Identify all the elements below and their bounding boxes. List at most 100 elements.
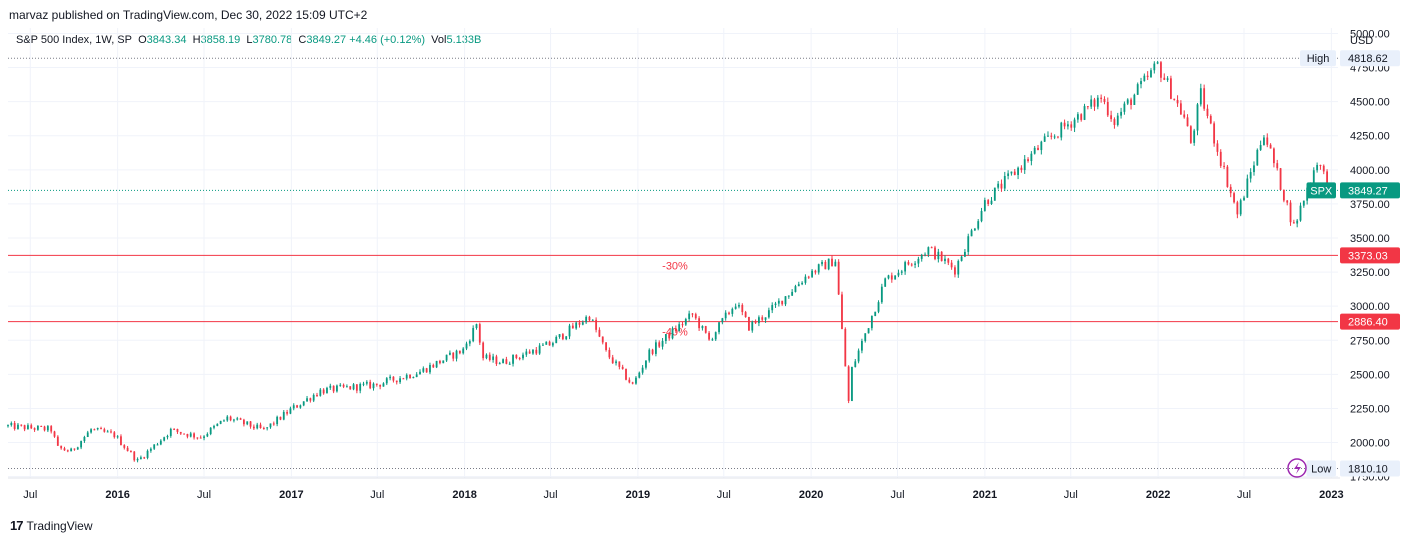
candle-body <box>651 349 654 354</box>
candle-body <box>465 343 468 349</box>
candle-body <box>203 436 205 439</box>
candle-body <box>1050 135 1053 137</box>
candle-body <box>1196 104 1199 131</box>
level-tag-box <box>1340 247 1400 264</box>
candle-body <box>332 385 335 392</box>
candle-body <box>266 427 269 429</box>
candle-body <box>169 428 172 436</box>
candle-body <box>1136 84 1139 95</box>
candle-body <box>349 386 352 390</box>
candle-body <box>76 447 79 450</box>
candle-body <box>668 334 671 339</box>
legend-symbol: S&P 500 Index, 1W, SP <box>16 34 132 46</box>
candle-body <box>199 437 202 439</box>
candle-body <box>279 416 282 420</box>
x-tick-label: Jul <box>23 489 37 501</box>
candle-body <box>827 258 830 270</box>
candle-body <box>731 308 734 314</box>
candle-body <box>389 376 392 379</box>
candle-body <box>1007 173 1010 176</box>
candle-body <box>508 363 511 365</box>
candle-body <box>286 411 289 414</box>
candle-body <box>874 311 877 316</box>
candle-body <box>1233 193 1235 203</box>
alert-circle[interactable] <box>1287 458 1307 478</box>
candle-body <box>691 313 694 315</box>
candle-body <box>900 271 903 273</box>
candle-body <box>149 448 152 451</box>
candle-body <box>890 275 893 280</box>
candle-body <box>116 436 119 438</box>
candle-body <box>83 437 86 442</box>
chart-grid <box>8 28 1338 478</box>
candle-body <box>1203 88 1206 109</box>
candle-body <box>246 421 249 425</box>
candle-body <box>1276 163 1279 169</box>
candle-body <box>1209 115 1212 124</box>
candle-body <box>904 262 907 272</box>
y-tick-label: 2500.00 <box>1350 369 1390 381</box>
candle-body <box>136 458 139 461</box>
candle-body <box>512 354 514 364</box>
footer-brand[interactable]: 17 TradingView <box>10 518 93 533</box>
candle-body <box>621 366 624 369</box>
candle-body <box>289 408 292 414</box>
candle-body <box>1183 114 1186 118</box>
candle-body <box>678 324 681 331</box>
x-tick-label: 2019 <box>626 489 650 501</box>
candle-body <box>429 364 431 373</box>
candle-body <box>595 319 598 330</box>
price-tags: 4818.62 High 1810.10 Low 3849.27 SPX 3373.03 28… <box>1300 50 1400 477</box>
candle-body <box>581 322 584 325</box>
candle-body <box>40 425 43 427</box>
candle-body <box>611 357 614 364</box>
candle-body <box>837 261 840 295</box>
candle-body <box>615 361 617 364</box>
candle-body <box>345 386 348 388</box>
x-tick-label: Jul <box>717 489 731 501</box>
time-axis[interactable]: Jul 2016 Jul 2017 Jul 2018 Jul 2019 Jul 2020 Jul 20… <box>8 477 1344 501</box>
candle-body <box>93 429 96 431</box>
candle-body <box>189 433 192 437</box>
candle-body <box>1253 165 1255 173</box>
candle-body <box>767 310 770 318</box>
candle-body <box>492 356 495 360</box>
candle-body <box>658 342 661 347</box>
x-tick-label: Jul <box>370 489 384 501</box>
tradingview-logo-icon: 17 <box>10 518 24 533</box>
candle-body <box>458 350 461 354</box>
candle-body <box>399 378 401 383</box>
candle-body <box>425 368 428 373</box>
candle-body <box>738 304 740 307</box>
candle-body <box>545 341 548 345</box>
candle-body <box>1133 94 1136 105</box>
candle-body <box>488 354 491 360</box>
last-price-tag-value: 3849.27 <box>1348 185 1388 197</box>
candle-body <box>53 431 56 437</box>
candle-body <box>1229 186 1232 194</box>
candle-body <box>385 378 388 384</box>
candle-body <box>694 314 697 319</box>
candle-body <box>907 262 910 265</box>
candle-body <box>821 261 823 265</box>
candle-body <box>186 434 189 437</box>
legend-change: +4.46 (+0.12%) <box>349 34 426 46</box>
candle-body <box>525 351 528 355</box>
candle-body <box>1140 81 1142 85</box>
candle-body <box>196 437 199 439</box>
candle-body <box>638 372 641 378</box>
candle-body <box>944 258 946 262</box>
candle-body <box>33 428 36 430</box>
candle-body <box>970 230 973 237</box>
candle-body <box>1010 171 1013 174</box>
candle-body <box>814 270 817 273</box>
candle-body <box>591 319 594 321</box>
level-percent-label: -30% <box>662 260 688 272</box>
candle-body <box>352 384 355 390</box>
candle-body <box>96 428 99 430</box>
candle-body <box>1156 62 1159 64</box>
alert-button[interactable] <box>1287 458 1307 478</box>
candle-body <box>405 374 408 379</box>
candle-body <box>1193 130 1196 143</box>
